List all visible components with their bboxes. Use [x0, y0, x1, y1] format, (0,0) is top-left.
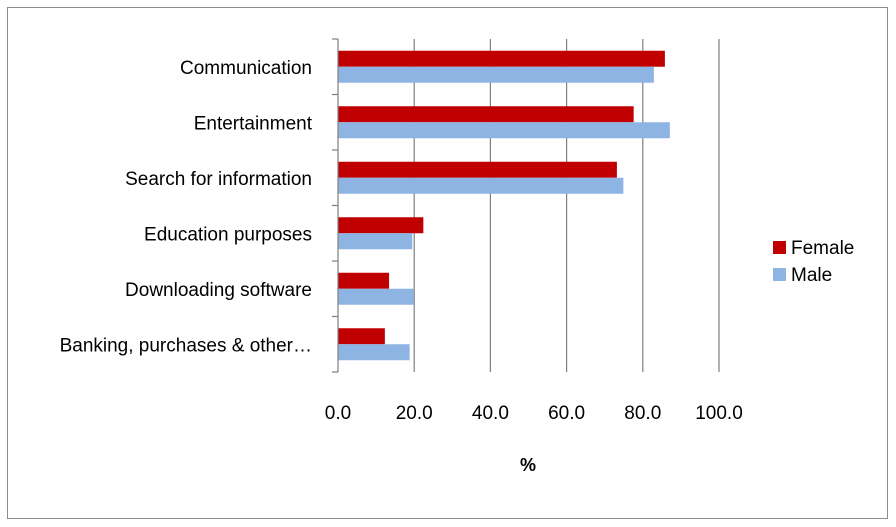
x-axis-title: % [520, 455, 536, 475]
bar-female [338, 161, 617, 178]
legend-label-female: Female [791, 238, 854, 259]
category-label: Education purposes [144, 224, 312, 245]
x-tick-label: 60.0 [548, 403, 585, 424]
bar-female [338, 328, 385, 345]
bar-male [338, 177, 624, 194]
x-tick-label: 20.0 [396, 403, 433, 424]
chart-frame [7, 7, 888, 519]
legend-swatch-female [773, 241, 786, 254]
category-label: Search for information [125, 169, 312, 190]
x-tick-label: 80.0 [624, 403, 661, 424]
x-tick-label: 0.0 [325, 403, 351, 424]
bar-female [338, 217, 424, 234]
bar-female [338, 106, 634, 123]
legend-swatch-male [773, 268, 786, 281]
bar-female [338, 272, 390, 289]
category-label: Downloading software [125, 280, 312, 301]
labels: 0.0 20.0 40.0 60.0 80.0 100.0 Communication Ent… [60, 58, 743, 424]
category-label: Banking, purchases & other… [60, 335, 312, 356]
legend-label-male: Male [791, 265, 832, 286]
bar-male [338, 66, 654, 83]
bar-male [338, 233, 413, 250]
x-tick-label: 100.0 [695, 403, 743, 424]
bar-female [338, 50, 665, 67]
bar-male [338, 344, 410, 361]
category-label: Communication [180, 58, 312, 79]
legend: Female Male [773, 238, 854, 286]
category-label: Entertainment [194, 113, 313, 134]
gridlines [413, 39, 720, 372]
axes [332, 38, 339, 373]
x-tick-label: 40.0 [472, 403, 509, 424]
bar-male [338, 288, 414, 305]
bar-male [338, 122, 670, 139]
bars [338, 50, 670, 361]
